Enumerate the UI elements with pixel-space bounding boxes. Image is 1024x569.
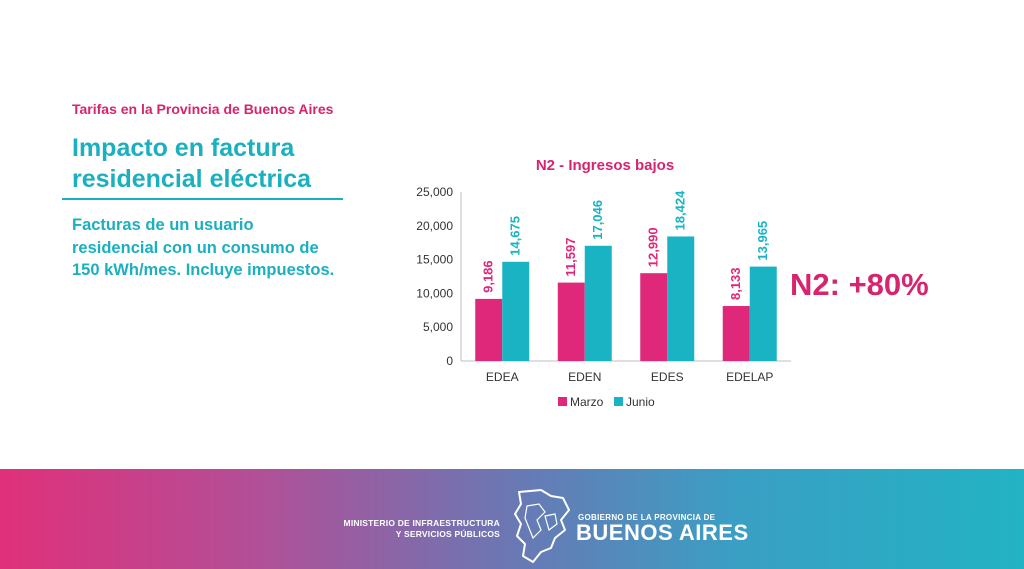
bar-junio [667,236,695,361]
description-text: Facturas de un usuario residencial con u… [72,216,335,279]
data-label-marzo: 9,186 [481,260,496,293]
bar-chart: N2 - Ingresos bajos 0 5,000 10,000 15,000 20,… [416,157,791,409]
government-label: GOBIERNO DE LA PROVINCIA DE [578,513,716,522]
bar-marzo [640,273,668,361]
data-label-junio: 18,424 [673,190,688,231]
page-title: Impacto en factura residencial eléctrica [72,134,312,193]
y-tick-label: 15,000 [416,253,453,267]
bar-marzo [557,282,585,361]
bar-marzo [722,306,750,361]
legend-swatch-junio [614,397,623,406]
legend-swatch-marzo [558,397,567,406]
footer-banner [0,469,1024,569]
section-kicker: Tarifas en la Provincia de Buenos Aires [72,101,334,117]
data-label-marzo: 8,133 [728,267,743,300]
chart-title: N2 - Ingresos bajos [536,157,674,174]
data-label-marzo: 11,597 [563,238,578,277]
y-tick-label: 10,000 [416,286,453,300]
x-tick-label: EDELAP [726,370,773,384]
increase-highlight: N2: +80% [790,267,929,302]
data-label-marzo: 12,990 [646,227,661,267]
data-label-junio: 14,675 [508,216,523,256]
data-label-junio: 17,046 [590,200,605,240]
bar-junio [502,261,530,361]
ministry-line-1: MINISTERIO DE INFRAESTRUCTURA [343,518,500,528]
province-name: BUENOS AIRES [576,520,749,545]
x-tick-label: EDEA [486,370,519,384]
bar-junio [749,266,777,361]
legend-label-marzo: Marzo [570,395,604,409]
x-tick-label: EDES [651,370,684,384]
y-tick-label: 0 [446,354,453,368]
ministry-line-2: Y SERVICIOS PÚBLICOS [395,529,500,539]
x-tick-label: EDEN [568,370,601,384]
province-map-icon [514,489,570,563]
y-tick-label: 25,000 [416,185,453,199]
y-tick-label: 5,000 [423,320,453,334]
y-tick-label: 20,000 [416,219,453,233]
bar-junio [584,245,612,361]
data-label-junio: 13,965 [755,221,770,261]
ministry-name: MINISTERIO DE INFRAESTRUCTURA Y SERVICIO… [300,518,500,540]
title-divider [62,198,343,200]
bar-marzo [475,298,503,361]
legend-label-junio: Junio [626,395,655,409]
